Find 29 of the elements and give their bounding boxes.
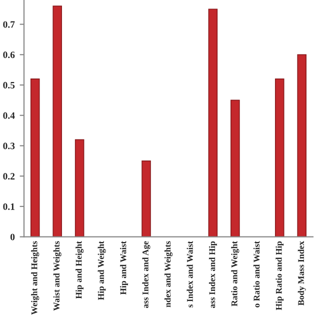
x-tick-label: Hip and Waist xyxy=(120,241,128,295)
y-tick-label: 0.3 xyxy=(3,142,15,150)
y-tick-label: 0.1 xyxy=(3,203,14,210)
bar xyxy=(74,139,84,237)
x-tick-label: Body Mass Index xyxy=(298,241,306,306)
x-tick-label: Hip Ratio and Hip xyxy=(276,241,284,310)
y-tick-label: 0.7 xyxy=(3,21,15,28)
y-tick-label: 0 xyxy=(10,234,15,240)
y-tick-label: 0.2 xyxy=(3,172,15,180)
x-tick-label: Ratio and Weight xyxy=(231,241,240,306)
x-tick-label: ass Index and Age xyxy=(142,241,150,308)
bar xyxy=(230,100,240,237)
bar xyxy=(52,6,62,237)
x-tick-label: s Index and Waist xyxy=(186,241,193,308)
bar xyxy=(208,8,218,237)
x-tick-label: ndex and Weights xyxy=(164,241,172,308)
x-tick-label: Waist and Weights xyxy=(53,241,62,311)
bar xyxy=(142,160,151,237)
y-tick-label: 0.5 xyxy=(3,82,15,89)
y-tick-label: 0.4 xyxy=(3,112,15,119)
bar xyxy=(274,78,284,237)
bar xyxy=(297,54,306,237)
x-tick-label: Hip and Weight xyxy=(98,241,106,300)
x-tick-label: o Ratio and Waist xyxy=(253,241,260,308)
x-tick-label: Hip and Height xyxy=(76,241,84,299)
x-tick-label: ass Index and Hip xyxy=(208,241,217,308)
x-tick-label: Weight and Heights xyxy=(31,241,40,315)
y-tick-label: 0.6 xyxy=(3,52,15,58)
bar xyxy=(30,78,40,237)
